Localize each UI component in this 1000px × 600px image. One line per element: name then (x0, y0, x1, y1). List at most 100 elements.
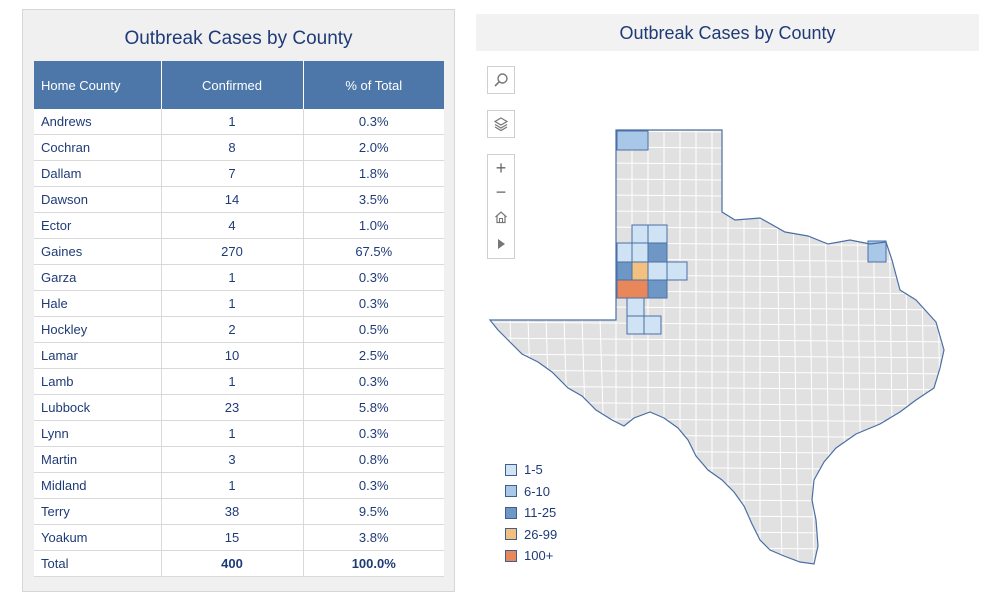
confirmed-cell: 10 (161, 342, 304, 369)
column-header-county[interactable]: Home County (34, 61, 162, 109)
county-name-cell: Hockley (34, 316, 162, 343)
layers-icon (493, 117, 509, 132)
county-name-cell: Hale (34, 290, 162, 317)
outbreak-county[interactable] (647, 261, 668, 281)
legend-item: 6-10 (505, 481, 557, 503)
table-title: Outbreak Cases by County (124, 28, 353, 49)
table-row[interactable]: Lynn 1 0.3% (34, 420, 444, 447)
percent-cell: 0.3% (303, 368, 444, 395)
percent-cell: 0.5% (303, 316, 444, 343)
table-row[interactable]: Yoakum 15 3.8% (34, 524, 444, 551)
table-row[interactable]: Garza 1 0.3% (34, 264, 444, 291)
percent-cell: 9.5% (303, 498, 444, 525)
confirmed-cell: 1 (161, 420, 304, 447)
table-row[interactable]: Lamar 10 2.5% (34, 342, 444, 369)
table-row[interactable]: Gaines 270 67.5% (34, 238, 444, 265)
outbreak-county[interactable] (631, 224, 649, 244)
outbreak-county[interactable] (867, 240, 887, 263)
outbreak-county[interactable] (647, 224, 668, 244)
layers-button[interactable] (487, 110, 515, 138)
outbreak-county[interactable] (616, 279, 649, 299)
confirmed-cell: 1 (161, 472, 304, 499)
table-row[interactable]: Hale 1 0.3% (34, 290, 444, 317)
outbreak-county[interactable] (616, 261, 633, 281)
search-button[interactable] (487, 66, 515, 94)
table-row[interactable]: Terry 38 9.5% (34, 498, 444, 525)
county-name-cell: Dawson (34, 186, 162, 213)
legend-swatch (505, 549, 517, 562)
map-legend: 1-5 6-10 11-25 26-99 100+ (505, 459, 557, 567)
play-button[interactable] (488, 232, 514, 256)
confirmed-cell: 270 (161, 238, 304, 265)
percent-cell: 1.8% (303, 160, 444, 187)
percent-cell: 67.5% (303, 238, 444, 265)
map-title: Outbreak Cases by County (619, 23, 836, 43)
legend-swatch (505, 463, 517, 476)
zoom-in-button[interactable]: + (495, 157, 507, 178)
confirmed-cell: 1 (161, 290, 304, 317)
outbreak-county[interactable] (616, 130, 649, 151)
confirmed-cell: 38 (161, 498, 304, 525)
home-icon (495, 211, 507, 224)
table-row[interactable]: Martin 3 0.8% (34, 446, 444, 473)
outbreak-county[interactable] (647, 279, 668, 299)
confirmed-cell: 23 (161, 394, 304, 421)
search-icon (494, 73, 508, 87)
table-row[interactable]: Cochran 8 2.0% (34, 134, 444, 161)
table-row[interactable]: Ector 4 1.0% (34, 212, 444, 239)
percent-cell: 0.3% (303, 420, 444, 447)
confirmed-cell: 14 (161, 186, 304, 213)
outbreak-county[interactable] (616, 242, 633, 263)
outbreak-county[interactable] (631, 242, 649, 263)
county-name-cell: Lamb (34, 368, 162, 395)
percent-cell: 0.3% (303, 290, 444, 317)
outbreak-county[interactable] (631, 261, 649, 281)
legend-swatch (505, 506, 517, 519)
total-percent-cell: 100.0% (303, 550, 444, 577)
percent-cell: 0.3% (303, 109, 444, 135)
column-header-confirmed[interactable]: Confirmed (161, 61, 304, 109)
legend-label: 6-10 (524, 483, 551, 499)
county-name-cell: Garza (34, 264, 162, 291)
county-name-cell: Gaines (34, 238, 162, 265)
legend-swatch (505, 528, 517, 541)
map-zoom-controls: + − (487, 154, 515, 259)
confirmed-cell: 3 (161, 446, 304, 473)
outbreak-county[interactable] (666, 261, 688, 281)
table-row[interactable]: Lamb 1 0.3% (34, 368, 444, 395)
table-header-row: Home County Confirmed % of Total (34, 61, 444, 109)
zoom-out-button[interactable]: − (495, 181, 507, 202)
legend-swatch (505, 485, 517, 498)
county-name-cell: Andrews (34, 109, 162, 135)
county-name-cell: Lynn (34, 420, 162, 447)
column-header-percent[interactable]: % of Total (303, 61, 444, 109)
outbreak-county[interactable] (643, 315, 662, 335)
county-name-cell: Lubbock (34, 394, 162, 421)
table-row[interactable]: Dawson 14 3.5% (34, 186, 444, 213)
table-row[interactable]: Hockley 2 0.5% (34, 316, 444, 343)
county-name-cell: Martin (34, 446, 162, 473)
legend-item: 26-99 (505, 524, 557, 546)
confirmed-cell: 4 (161, 212, 304, 239)
county-name-cell: Ector (34, 212, 162, 239)
table-row[interactable]: Midland 1 0.3% (34, 472, 444, 499)
percent-cell: 5.8% (303, 394, 444, 421)
texas-state-outline (488, 129, 945, 565)
texas-state-shape (490, 130, 944, 564)
confirmed-cell: 2 (161, 316, 304, 343)
table-row[interactable]: Andrews 1 0.3% (34, 109, 444, 135)
table-row[interactable]: Dallam 7 1.8% (34, 160, 444, 187)
table-row[interactable]: Lubbock 23 5.8% (34, 394, 444, 421)
outbreak-county[interactable] (626, 297, 645, 317)
percent-cell: 2.5% (303, 342, 444, 369)
county-name-cell: Midland (34, 472, 162, 499)
county-name-cell: Cochran (34, 134, 162, 161)
confirmed-cell: 1 (161, 109, 304, 135)
table-panel: Outbreak Cases by County Home County Con… (22, 9, 455, 592)
outbreak-county[interactable] (647, 242, 668, 263)
home-button[interactable] (488, 205, 514, 229)
map-title-bar: Outbreak Cases by County (476, 14, 979, 51)
outbreak-county[interactable] (626, 315, 645, 335)
county-name-cell: Dallam (34, 160, 162, 187)
legend-item: 100+ (505, 545, 557, 567)
